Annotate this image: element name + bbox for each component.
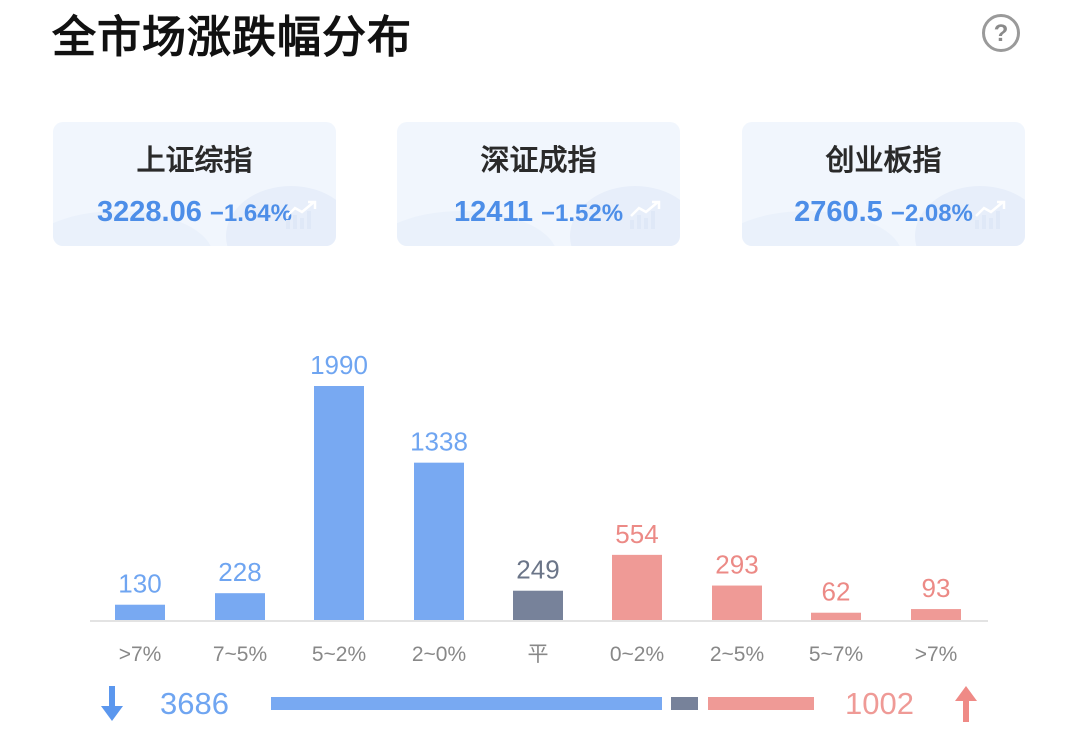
bar-value-label: 93	[922, 573, 951, 603]
bar-value-label: 554	[615, 519, 658, 549]
index-card-cyb[interactable]: 创业板指 2760.5 −2.08%	[742, 122, 1025, 246]
index-change: −1.64%	[209, 200, 292, 227]
bar-up[interactable]	[712, 585, 762, 620]
up-ratio-bar	[708, 697, 814, 710]
arrow-up-icon	[955, 686, 977, 722]
down-count: 3686	[160, 686, 229, 721]
category-label: 5~2%	[312, 643, 366, 666]
index-values: 12411 −1.52%	[397, 192, 680, 236]
category-label: 7~5%	[213, 643, 267, 666]
trend-up-icon	[630, 200, 661, 229]
index-card-sh[interactable]: 上证综指 3228.06 −1.64%	[53, 122, 336, 246]
category-label: 2~5%	[710, 643, 764, 666]
index-name: 深证成指	[480, 143, 597, 177]
bar-down[interactable]	[414, 462, 464, 620]
category-label: 0~2%	[610, 643, 664, 666]
bar-value-label: 228	[218, 557, 261, 587]
arrow-down-icon	[101, 686, 123, 721]
index-card-sz[interactable]: 深证成指 12411 −1.52%	[397, 122, 680, 246]
flat-ratio-bar	[671, 697, 698, 710]
bar-up[interactable]	[612, 554, 662, 620]
bar-value-label: 249	[516, 555, 559, 585]
index-change: −1.52%	[540, 200, 624, 227]
bar-down[interactable]	[115, 604, 165, 620]
bar-value-label: 1990	[310, 350, 368, 380]
bar-value-label: 130	[118, 569, 161, 599]
bar-value-label: 62	[822, 577, 851, 607]
down-ratio-bar	[271, 697, 662, 710]
page-title: 全市场涨跌幅分布	[52, 12, 412, 63]
index-value: 3228.06	[97, 196, 202, 228]
bar-flat[interactable]	[513, 590, 563, 620]
bar-down[interactable]	[314, 386, 364, 620]
index-value: 2760.5	[794, 196, 883, 228]
summary-bar: 3686 1002	[0, 682, 1071, 726]
category-label: >7%	[119, 643, 162, 666]
category-label: 2~0%	[412, 643, 466, 666]
up-count: 1002	[845, 686, 914, 721]
bar-down[interactable]	[215, 593, 265, 620]
category-label: 5~7%	[809, 643, 863, 666]
bar-up[interactable]	[811, 612, 861, 620]
category-label: 平	[528, 643, 549, 666]
distribution-bar-chart: 130 >7% 228 7~5% 1990 5~2% 1338 2~0% 249 平 554 0~2%…	[90, 350, 988, 666]
index-values: 3228.06 −1.64%	[53, 192, 336, 236]
bar-value-label: 1338	[410, 427, 468, 457]
index-name: 创业板指	[825, 143, 942, 177]
bar-value-label: 293	[715, 550, 758, 580]
trend-up-icon	[286, 200, 317, 229]
help-icon[interactable]: ?	[982, 14, 1020, 52]
index-name: 上证综指	[136, 143, 253, 177]
index-values: 2760.5 −2.08%	[742, 192, 1025, 236]
index-change: −2.08%	[890, 200, 973, 227]
index-value: 12411	[453, 196, 533, 228]
trend-up-icon	[975, 200, 1006, 229]
category-label: >7%	[915, 643, 958, 666]
bar-up[interactable]	[911, 609, 961, 620]
